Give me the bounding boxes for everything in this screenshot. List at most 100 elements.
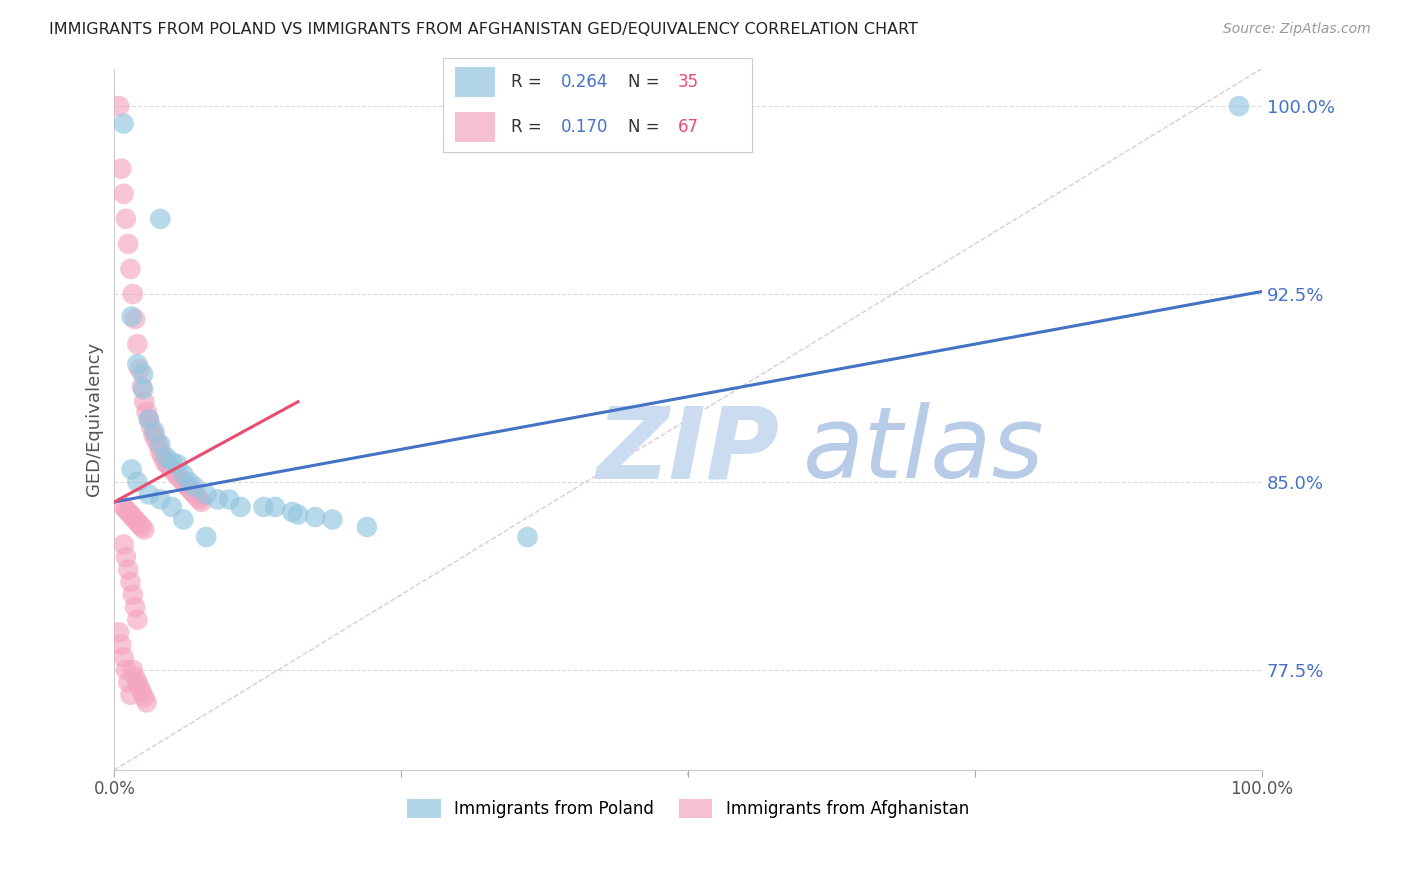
Point [120,262,142,277]
Bar [456,68,495,97]
Point [149,445,172,459]
Point [188,492,211,507]
Point [155,450,177,464]
Point [170,472,193,486]
Point [195,530,218,544]
Point [115,211,138,226]
Point [149,492,172,507]
Point [121,462,143,476]
Point [112,537,135,551]
Point [127,515,149,529]
Point [172,467,194,482]
Point [145,432,167,446]
Point [163,465,186,479]
Point [112,186,135,201]
Point [356,520,378,534]
Point [117,236,139,251]
Point [160,462,183,476]
Point [218,492,240,507]
Text: N =: N = [628,119,665,136]
Point [108,99,131,113]
Point [138,412,160,426]
Point [134,523,156,537]
Point [112,650,135,665]
Point [120,688,142,702]
Point [128,362,150,376]
Point [112,500,135,514]
Text: ZIP: ZIP [596,402,779,500]
Point [128,681,150,695]
Point [142,427,165,442]
Point [146,437,169,451]
Point [124,600,146,615]
Point [159,459,181,474]
Point [166,458,188,472]
Point [117,675,139,690]
Text: 0.170: 0.170 [561,119,607,136]
Point [121,310,143,324]
Point [117,505,139,519]
Point [132,367,155,381]
Point [127,475,149,489]
Point [128,517,150,532]
Text: 100.0%: 100.0% [1230,780,1294,798]
Point [184,480,207,494]
Point [134,690,156,705]
Point [115,663,138,677]
Point [321,512,343,526]
Point [184,487,207,501]
Point [131,380,153,394]
Point [121,287,143,301]
Point [120,508,142,522]
Point [165,467,187,482]
Point [160,455,183,469]
Point [179,483,201,497]
Point [135,695,157,709]
Text: R =: R = [510,73,547,91]
Text: Source: ZipAtlas.com: Source: ZipAtlas.com [1223,22,1371,37]
Point [167,470,190,484]
Point [131,520,153,534]
Point [174,477,197,491]
Point [160,500,183,514]
Point [1227,99,1250,113]
Point [124,512,146,526]
Point [195,487,218,501]
Point [110,161,132,176]
Point [127,613,149,627]
Point [127,337,149,351]
Point [115,549,138,564]
Point [177,480,200,494]
Point [139,419,162,434]
Point [132,382,155,396]
Point [138,412,160,426]
Legend: Immigrants from Poland, Immigrants from Afghanistan: Immigrants from Poland, Immigrants from … [401,792,976,825]
Point [153,455,176,469]
Point [131,685,153,699]
Point [172,475,194,489]
Point [149,437,172,451]
Bar [456,112,495,142]
Point [156,458,179,472]
Point [124,312,146,326]
Point [121,663,143,677]
Point [287,508,309,522]
Text: 0.264: 0.264 [561,73,607,91]
Text: atlas: atlas [803,402,1045,500]
Point [134,394,156,409]
Point [264,500,287,514]
Point [120,575,142,590]
Point [252,500,274,514]
Point [135,405,157,419]
Text: 67: 67 [678,119,699,136]
Point [229,500,252,514]
Point [121,588,143,602]
Point [152,450,174,464]
Point [112,117,135,131]
Text: 0.0%: 0.0% [93,780,135,798]
Point [304,510,326,524]
Point [281,505,304,519]
Point [121,510,143,524]
Y-axis label: GED/Equivalency: GED/Equivalency [86,343,103,496]
Point [207,492,229,507]
